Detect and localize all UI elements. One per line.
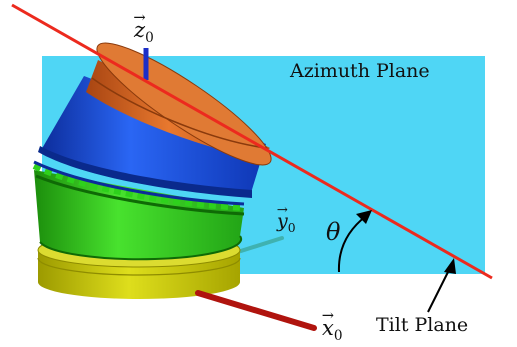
x-axis [195,290,317,331]
green-cylinder [34,170,245,261]
theta-label: θ [326,218,341,246]
azimuth-plane-label: Azimuth Plane [290,60,430,82]
tilt-plane-arrow [427,265,452,313]
x-axis-label: x0 [322,318,343,344]
z-axis-label: z0 [134,20,154,46]
theta-arc [337,215,367,273]
tilt-plane-arrowhead [444,258,456,274]
blue-cylinder [38,76,266,198]
ring-edge [33,160,245,206]
dashed-ring [32,163,245,211]
theta-arrowhead [356,210,372,224]
y-axis-label: y0 [277,212,296,234]
tilt-plane-label: Tilt Plane [376,314,469,336]
tilt-plane-line [11,3,493,280]
